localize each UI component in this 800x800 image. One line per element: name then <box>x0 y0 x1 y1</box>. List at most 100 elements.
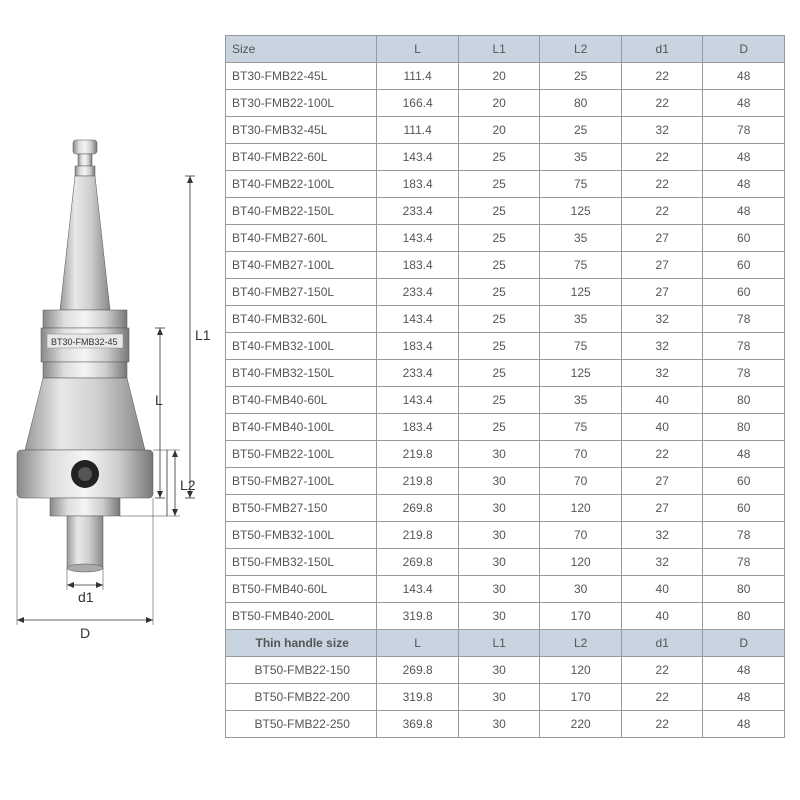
value-cell: 75 <box>540 414 622 441</box>
table-body-main: BT30-FMB22-45L111.420252248BT30-FMB22-10… <box>226 63 785 630</box>
value-cell: 143.4 <box>377 387 459 414</box>
value-cell: 120 <box>540 495 622 522</box>
table-header: SizeLL1L2d1D <box>226 36 785 63</box>
value-cell: 125 <box>540 198 622 225</box>
table-row: BT40-FMB22-150L233.4251252248 <box>226 198 785 225</box>
value-cell: 269.8 <box>377 495 459 522</box>
col-header-d: D <box>703 36 785 63</box>
part-model-label: BT30-FMB32-45 <box>51 337 118 347</box>
spec-table: SizeLL1L2d1D BT30-FMB22-45L111.420252248… <box>225 35 785 738</box>
value-cell: 183.4 <box>377 171 459 198</box>
size-cell: BT40-FMB32-100L <box>226 333 377 360</box>
sub-col-header: D <box>703 630 785 657</box>
value-cell: 70 <box>540 468 622 495</box>
size-cell: BT30-FMB22-45L <box>226 63 377 90</box>
table-row: BT40-FMB22-100L183.425752248 <box>226 171 785 198</box>
value-cell: 27 <box>621 252 703 279</box>
size-cell: BT50-FMB27-100L <box>226 468 377 495</box>
value-cell: 35 <box>540 387 622 414</box>
value-cell: 48 <box>703 171 785 198</box>
size-cell: BT50-FMB32-100L <box>226 522 377 549</box>
value-cell: 219.8 <box>377 441 459 468</box>
sub-col-header: L2 <box>540 630 622 657</box>
value-cell: 25 <box>540 63 622 90</box>
size-cell: BT40-FMB32-60L <box>226 306 377 333</box>
table-row: BT50-FMB22-250369.8302202248 <box>226 711 785 738</box>
table-row: BT50-FMB22-150269.8301202248 <box>226 657 785 684</box>
value-cell: 219.8 <box>377 468 459 495</box>
size-cell: BT40-FMB27-100L <box>226 252 377 279</box>
value-cell: 30 <box>458 576 540 603</box>
col-header-d1: d1 <box>621 36 703 63</box>
value-cell: 369.8 <box>377 711 459 738</box>
value-cell: 25 <box>458 306 540 333</box>
value-cell: 48 <box>703 657 785 684</box>
value-cell: 30 <box>458 495 540 522</box>
value-cell: 78 <box>703 306 785 333</box>
value-cell: 60 <box>703 495 785 522</box>
sub-col-header: L <box>377 630 459 657</box>
value-cell: 75 <box>540 171 622 198</box>
table-row: BT40-FMB22-60L143.425352248 <box>226 144 785 171</box>
value-cell: 219.8 <box>377 522 459 549</box>
value-cell: 20 <box>458 63 540 90</box>
value-cell: 32 <box>621 333 703 360</box>
value-cell: 32 <box>621 117 703 144</box>
value-cell: 233.4 <box>377 198 459 225</box>
value-cell: 48 <box>703 90 785 117</box>
value-cell: 25 <box>458 333 540 360</box>
value-cell: 25 <box>458 225 540 252</box>
value-cell: 143.4 <box>377 144 459 171</box>
col-header-l2: L2 <box>540 36 622 63</box>
sub-col-header: Thin handle size <box>226 630 377 657</box>
value-cell: 233.4 <box>377 279 459 306</box>
size-cell: BT40-FMB22-100L <box>226 171 377 198</box>
value-cell: 30 <box>458 684 540 711</box>
value-cell: 35 <box>540 306 622 333</box>
value-cell: 32 <box>621 360 703 387</box>
size-cell: BT40-FMB40-60L <box>226 387 377 414</box>
value-cell: 80 <box>703 387 785 414</box>
value-cell: 30 <box>458 441 540 468</box>
value-cell: 30 <box>458 468 540 495</box>
value-cell: 22 <box>621 441 703 468</box>
value-cell: 70 <box>540 522 622 549</box>
value-cell: 22 <box>621 198 703 225</box>
value-cell: 25 <box>458 198 540 225</box>
tool-holder-drawing: L L1 L2 d1 D BT30-FMB32-45 <box>5 130 225 650</box>
table-row: BT50-FMB32-100L219.830703278 <box>226 522 785 549</box>
value-cell: 25 <box>458 279 540 306</box>
size-cell: BT40-FMB27-150L <box>226 279 377 306</box>
value-cell: 30 <box>458 603 540 630</box>
table-row: BT40-FMB27-100L183.425752760 <box>226 252 785 279</box>
value-cell: 48 <box>703 198 785 225</box>
value-cell: 80 <box>703 414 785 441</box>
dim-label-L1: L1 <box>195 327 211 343</box>
table-body-sub: BT50-FMB22-150269.8301202248BT50-FMB22-2… <box>226 657 785 738</box>
value-cell: 183.4 <box>377 252 459 279</box>
value-cell: 170 <box>540 684 622 711</box>
value-cell: 319.8 <box>377 603 459 630</box>
size-cell: BT40-FMB27-60L <box>226 225 377 252</box>
value-cell: 70 <box>540 441 622 468</box>
value-cell: 40 <box>621 387 703 414</box>
value-cell: 120 <box>540 549 622 576</box>
size-cell: BT50-FMB22-200 <box>226 684 377 711</box>
value-cell: 30 <box>540 576 622 603</box>
value-cell: 25 <box>458 252 540 279</box>
value-cell: 25 <box>458 144 540 171</box>
value-cell: 220 <box>540 711 622 738</box>
value-cell: 48 <box>703 711 785 738</box>
size-cell: BT50-FMB32-150L <box>226 549 377 576</box>
value-cell: 25 <box>458 360 540 387</box>
size-cell: BT50-FMB40-60L <box>226 576 377 603</box>
value-cell: 27 <box>621 468 703 495</box>
value-cell: 30 <box>458 549 540 576</box>
value-cell: 60 <box>703 252 785 279</box>
value-cell: 35 <box>540 144 622 171</box>
value-cell: 143.4 <box>377 306 459 333</box>
value-cell: 22 <box>621 90 703 117</box>
size-cell: BT40-FMB40-100L <box>226 414 377 441</box>
dim-label-d1: d1 <box>78 589 94 605</box>
value-cell: 25 <box>458 414 540 441</box>
